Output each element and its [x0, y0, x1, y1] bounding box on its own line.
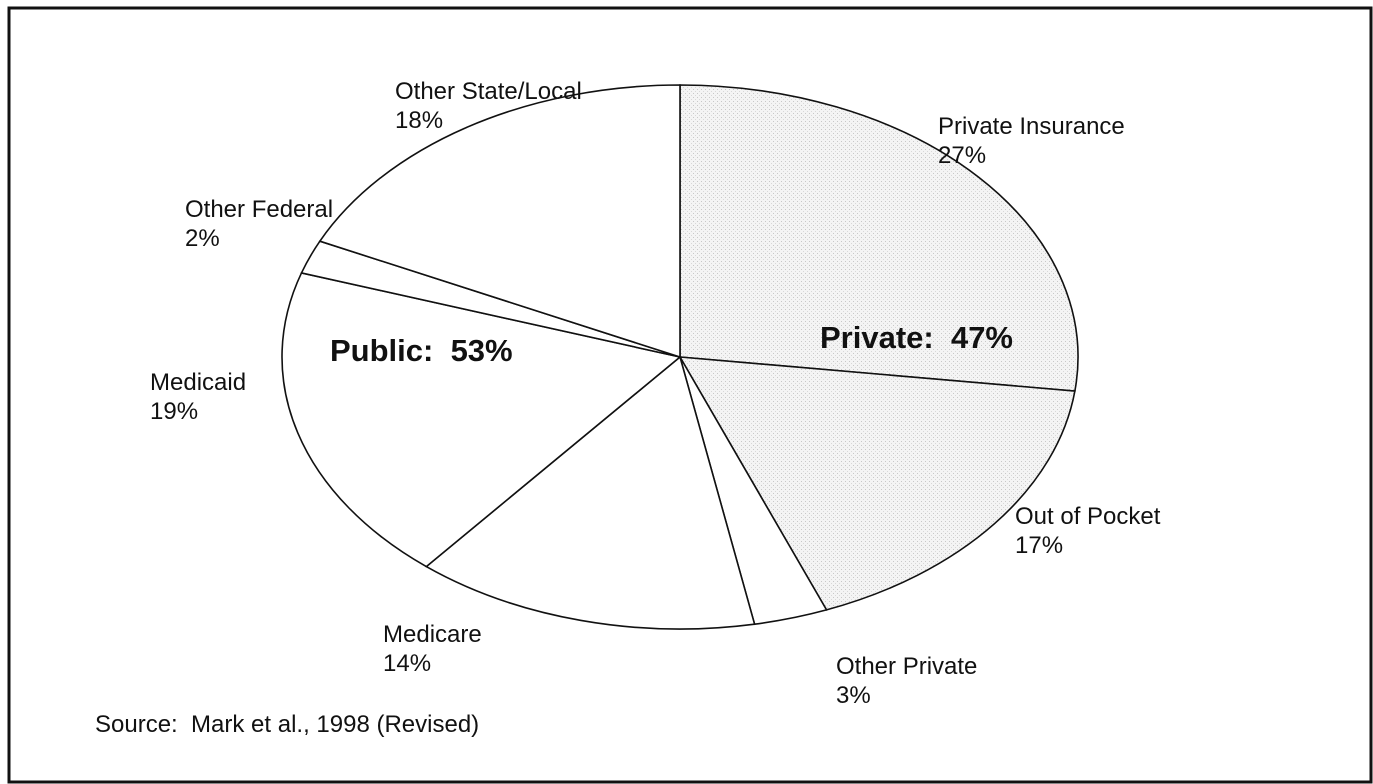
- slice-label: Medicaid: [150, 369, 246, 396]
- slice-label: Private Insurance: [938, 113, 1125, 140]
- pie-slice: [318, 84, 681, 359]
- slice-value: 19%: [150, 398, 198, 425]
- slice-value: 17%: [1015, 532, 1063, 559]
- source: Source: Mark et al., 1998 (Revised): [95, 711, 479, 738]
- pie-slice: [678, 356, 1076, 611]
- pie-slice: [424, 355, 756, 630]
- slice-value: 27%: [938, 142, 986, 169]
- slice-value: 18%: [395, 107, 443, 134]
- slice-label: Other State/Local: [395, 78, 582, 105]
- frame: [7, 6, 1373, 784]
- slice-value: 2%: [185, 225, 220, 252]
- group-label: Public: 53%: [330, 333, 513, 368]
- slice-label: Out of Pocket: [1015, 503, 1161, 530]
- pie-slice: [679, 84, 1079, 392]
- group-label: Private: 47%: [820, 320, 1013, 355]
- slice-value: 3%: [836, 682, 871, 709]
- slice-value: 14%: [383, 650, 431, 677]
- pie: [281, 84, 1079, 630]
- slice-label: Medicare: [383, 621, 482, 648]
- pie-slice: [281, 272, 682, 568]
- slice-label: Other Private: [836, 653, 977, 680]
- slice-label: Other Federal: [185, 196, 333, 223]
